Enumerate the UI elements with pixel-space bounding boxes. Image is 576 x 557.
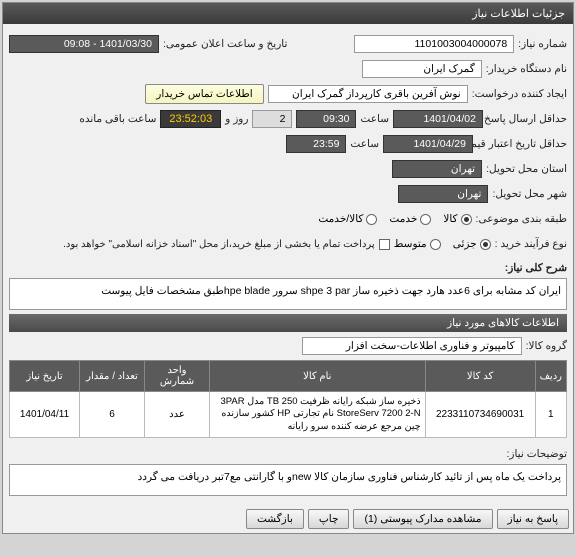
cell-code: 2233110734690031	[425, 392, 535, 438]
need-loc-value: تهران	[392, 160, 482, 178]
radio-dot-icon	[461, 214, 472, 225]
row-group: گروه کالا: کامپیوتر و فناوری اطلاعات-سخت…	[9, 335, 567, 357]
city-loc-value: تهران	[398, 185, 488, 203]
cell-idx: 1	[535, 392, 566, 438]
row-need-loc: استان محل تحویل: تهران	[9, 158, 567, 180]
radio-both-label: کالا/خدمت	[318, 213, 363, 225]
desc-label: شرح کلی نیاز:	[505, 258, 567, 274]
th-code: کد کالا	[425, 361, 535, 392]
validity-date: 1401/04/29	[383, 135, 473, 153]
th-idx: ردیف	[535, 361, 566, 392]
radio-service-label: خدمت	[389, 213, 417, 225]
radio-minor[interactable]: جزئی	[453, 238, 491, 250]
reply-button[interactable]: پاسخ به نیاز	[497, 509, 569, 529]
deadline-date: 1401/04/02	[393, 110, 483, 128]
th-name: نام کالا	[210, 361, 426, 392]
contact-button[interactable]: اطلاعات تماس خریدار	[145, 84, 263, 104]
table-header-row: ردیف کد کالا نام کالا واحد شمارش تعداد /…	[10, 361, 567, 392]
treasury-checkbox[interactable]	[379, 239, 390, 250]
radio-medium-label: متوسط	[394, 238, 427, 250]
items-table: ردیف کد کالا نام کالا واحد شمارش تعداد /…	[9, 360, 567, 438]
category-label: طبقه بندی موضوعی:	[476, 213, 567, 225]
validity-label: حداقل تاریخ اعتبار قیمت: تا تاریخ:	[477, 138, 567, 150]
radio-service[interactable]: خدمت	[389, 213, 431, 225]
creator-value: نوش آفرین باقری کارپرداز گمرک ایران	[268, 85, 468, 103]
back-button[interactable]: بازگشت	[246, 509, 304, 529]
deadline-remain-label: ساعت باقی مانده	[79, 113, 156, 125]
print-button[interactable]: چاپ	[308, 509, 350, 529]
row-creator: ایجاد کننده درخواست: نوش آفرین باقری کار…	[9, 83, 567, 105]
validity-time: 23:59	[286, 135, 346, 153]
need-loc-label: استان محل تحویل:	[486, 163, 567, 175]
buytype-note: پرداخت تمام یا بخشی از مبلغ خرید،از محل …	[63, 239, 375, 250]
group-value: کامپیوتر و فناوری اطلاعات-سخت افزار	[302, 337, 522, 355]
panel-body: شماره نیاز: 1101003004000078 تاریخ و ساع…	[3, 24, 573, 505]
public-date-label: تاریخ و ساعت اعلان عمومی:	[163, 38, 287, 50]
notes-text: پرداخت یک ماه پس از تائید کارشناس فناوری…	[9, 464, 567, 496]
radio-both[interactable]: کالا/خدمت	[318, 213, 377, 225]
request-num-label: شماره نیاز:	[518, 38, 567, 50]
row-buytype: نوع فرآیند خرید : جزئی متوسط پرداخت تمام…	[9, 233, 567, 255]
deadline-days-label: روز و	[225, 113, 248, 125]
radio-medium[interactable]: متوسط	[394, 238, 441, 250]
radio-dot-icon	[430, 239, 441, 250]
radio-dot-icon	[480, 239, 491, 250]
docs-button[interactable]: مشاهده مدارک پیوستی (1)	[353, 509, 492, 529]
row-desc: شرح کلی نیاز: ایران کد مشابه برای 6عدد ه…	[9, 258, 567, 310]
items-header: اطلاعات کالاهای مورد نیاز	[9, 314, 567, 332]
city-loc-label: شهر محل تحویل:	[492, 188, 567, 200]
category-radios: کالا خدمت کالا/خدمت	[318, 213, 471, 225]
cell-date: 1401/04/11	[10, 392, 80, 438]
buytype-label: نوع فرآیند خرید :	[495, 238, 567, 250]
desc-text: ایران کد مشابه برای 6عدد هارد جهت ذخیره …	[9, 278, 567, 310]
table-row[interactable]: 1 2233110734690031 ذخیره ساز شبکه رایانه…	[10, 392, 567, 438]
th-qty: تعداد / مقدار	[80, 361, 145, 392]
creator-label: ایجاد کننده درخواست:	[472, 88, 567, 100]
deadline-label: حداقل ارسال پاسخ: تا تاریخ:	[487, 113, 567, 125]
cell-unit: عدد	[145, 392, 210, 438]
deadline-days: 2	[252, 110, 292, 128]
th-unit: واحد شمارش	[145, 361, 210, 392]
row-request-num: شماره نیاز: 1101003004000078 تاریخ و ساع…	[9, 33, 567, 55]
deadline-time: 09:30	[296, 110, 356, 128]
validity-time-label: ساعت	[350, 138, 379, 150]
radio-minor-label: جزئی	[453, 238, 477, 250]
radio-goods-label: کالا	[443, 213, 457, 225]
row-deadline: حداقل ارسال پاسخ: تا تاریخ: 1401/04/02 س…	[9, 108, 567, 130]
public-date-value: 1401/03/30 - 09:08	[9, 35, 159, 53]
row-validity: حداقل تاریخ اعتبار قیمت: تا تاریخ: 1401/…	[9, 133, 567, 155]
deadline-timer: 23:52:03	[160, 110, 221, 128]
buytype-radios: جزئی متوسط	[394, 238, 491, 250]
cell-name: ذخیره ساز شبکه رایانه ظرفیت TB 250 مدل 3…	[210, 392, 426, 438]
radio-dot-icon	[366, 214, 377, 225]
radio-goods[interactable]: کالا	[443, 213, 471, 225]
notes-label: توضیحات نیاز:	[507, 444, 568, 460]
group-label: گروه کالا:	[526, 340, 567, 352]
buyer-value: گمرک ایران	[362, 60, 482, 78]
row-category: طبقه بندی موضوعی: کالا خدمت کالا/خدمت	[9, 208, 567, 230]
cell-qty: 6	[80, 392, 145, 438]
deadline-time-label: ساعت	[360, 113, 389, 125]
request-num-value: 1101003004000078	[354, 35, 514, 53]
row-notes: توضیحات نیاز: پرداخت یک ماه پس از تائید …	[9, 444, 567, 496]
row-city-loc: شهر محل تحویل: تهران	[9, 183, 567, 205]
main-header: جزئیات اطلاعات نیاز	[3, 3, 573, 24]
radio-dot-icon	[420, 214, 431, 225]
footer-buttons: پاسخ به نیاز مشاهده مدارک پیوستی (1) چاپ…	[3, 505, 573, 533]
main-panel: جزئیات اطلاعات نیاز شماره نیاز: 11010030…	[2, 2, 574, 534]
th-date: تاریخ نیاز	[10, 361, 80, 392]
buyer-label: نام دستگاه خریدار:	[486, 63, 567, 75]
row-buyer: نام دستگاه خریدار: گمرک ایران	[9, 58, 567, 80]
